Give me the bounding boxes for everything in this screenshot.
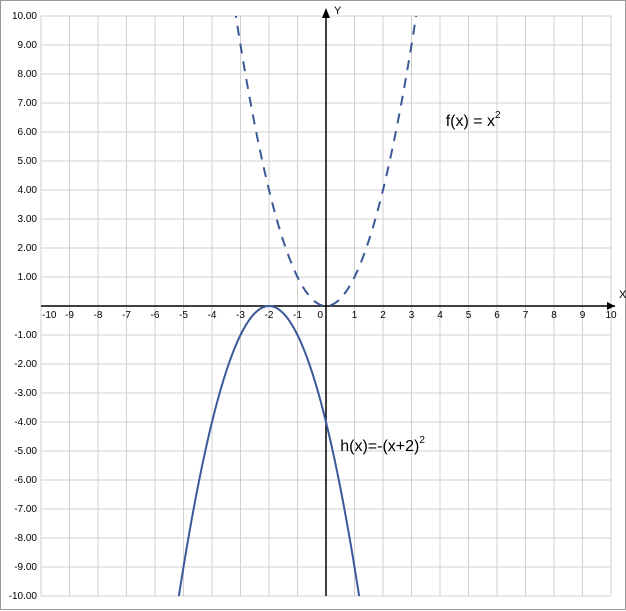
x-tick-label: 4 — [437, 310, 443, 321]
x-tick-label: 10 — [605, 310, 617, 321]
x-tick-label: -4 — [208, 310, 217, 321]
y-axis-label: Y — [334, 5, 342, 17]
x-tick-label: -3 — [236, 310, 245, 321]
y-tick-label: -5.00 — [14, 446, 37, 457]
x-tick-label: -10 — [42, 310, 57, 321]
x-tick-label: 5 — [466, 310, 472, 321]
x-tick-label: -9 — [65, 310, 74, 321]
y-tick-label: -2.00 — [14, 359, 37, 370]
y-tick-label: -6.00 — [14, 475, 37, 486]
x-tick-label: 0 — [317, 310, 323, 321]
x-tick-label: -2 — [265, 310, 274, 321]
y-tick-label: 4.00 — [18, 185, 38, 196]
y-tick-label: -1.00 — [14, 330, 37, 341]
y-tick-label: 10.00 — [12, 11, 37, 22]
x-axis-label: X — [619, 289, 626, 301]
x-tick-label: 9 — [580, 310, 586, 321]
x-tick-label: 3 — [409, 310, 415, 321]
y-tick-label: 5.00 — [18, 156, 38, 167]
y-tick-label: 2.00 — [18, 243, 38, 254]
y-tick-label: -4.00 — [14, 417, 37, 428]
y-tick-label: -3.00 — [14, 388, 37, 399]
y-tick-label: -7.00 — [14, 504, 37, 515]
x-tick-label: -1 — [293, 310, 302, 321]
x-tick-label: -8 — [94, 310, 103, 321]
curve-label-h: h(x)=-(x+2)2 — [340, 435, 425, 455]
x-tick-label: 1 — [352, 310, 358, 321]
y-tick-label: -10.00 — [9, 591, 38, 602]
y-tick-label: 8.00 — [18, 69, 38, 80]
y-tick-label: 1.00 — [18, 272, 38, 283]
y-tick-label: 6.00 — [18, 127, 38, 138]
y-tick-label: 9.00 — [18, 40, 38, 51]
y-tick-label: -9.00 — [14, 562, 37, 573]
y-tick-label: -8.00 — [14, 533, 37, 544]
chart-container: XY-10-9-8-7-6-5-4-3-2-101234567891010.00… — [0, 0, 626, 610]
y-axis-arrow — [322, 8, 330, 18]
y-tick-label: 3.00 — [18, 214, 38, 225]
x-tick-label: -5 — [179, 310, 188, 321]
x-tick-label: -7 — [122, 310, 131, 321]
x-tick-label: -6 — [151, 310, 160, 321]
x-tick-label: 8 — [551, 310, 557, 321]
x-tick-label: 2 — [380, 310, 386, 321]
curve-label-f: f(x) = x2 — [446, 110, 501, 130]
y-tick-label: 7.00 — [18, 98, 38, 109]
chart-svg: XY-10-9-8-7-6-5-4-3-2-101234567891010.00… — [1, 1, 626, 611]
x-tick-label: 7 — [523, 310, 529, 321]
x-tick-label: 6 — [494, 310, 500, 321]
